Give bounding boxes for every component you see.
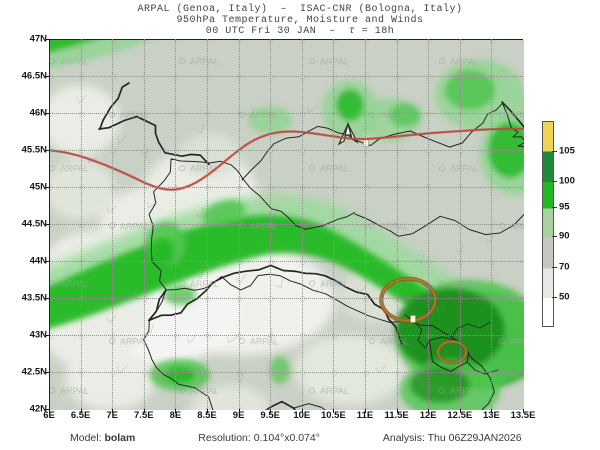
svg-text:ARPAL: ARPAL (450, 279, 479, 289)
svg-text:ARPAL: ARPAL (450, 57, 479, 67)
svg-text:ARPAL: ARPAL (250, 221, 279, 231)
svg-text:ARPAL: ARPAL (380, 110, 409, 120)
svg-text:ARPAL: ARPAL (320, 279, 349, 289)
svg-text:ARPAL: ARPAL (320, 57, 349, 67)
svg-text:ARPAL: ARPAL (250, 337, 279, 347)
svg-text:ARPAL: ARPAL (60, 386, 89, 396)
svg-text:ARPAL: ARPAL (320, 164, 349, 174)
svg-text:ARPAL: ARPAL (250, 110, 279, 120)
svg-text:ARPAL: ARPAL (60, 57, 89, 67)
svg-text:ARPAL: ARPAL (510, 337, 524, 347)
svg-text:ARPAL: ARPAL (510, 221, 524, 231)
svg-text:ARPAL: ARPAL (380, 337, 409, 347)
svg-text:ARPAL: ARPAL (190, 279, 219, 289)
svg-text:ARPAL: ARPAL (450, 164, 479, 174)
svg-text:ARPAL: ARPAL (190, 386, 219, 396)
svg-text:ARPAL: ARPAL (380, 221, 409, 231)
svg-text:ARPAL: ARPAL (450, 386, 479, 396)
svg-text:ARPAL: ARPAL (60, 164, 89, 174)
svg-text:ARPAL: ARPAL (60, 279, 89, 289)
svg-text:ARPAL: ARPAL (510, 110, 524, 120)
svg-text:ARPAL: ARPAL (320, 386, 349, 396)
svg-text:ARPAL: ARPAL (190, 57, 219, 67)
